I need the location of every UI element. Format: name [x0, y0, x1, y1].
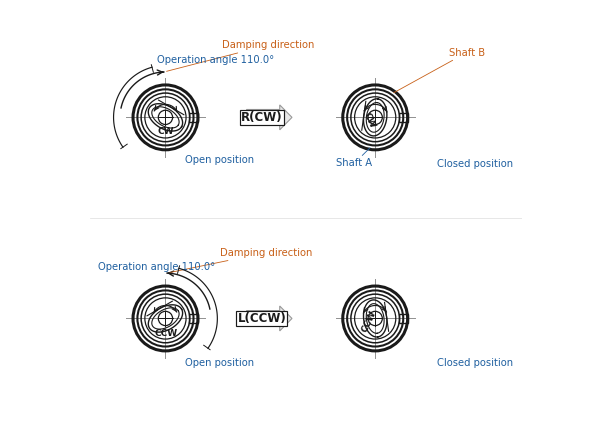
Text: CW: CW [158, 127, 174, 137]
Text: Open position: Open position [185, 155, 254, 165]
Text: CCW: CCW [360, 309, 378, 334]
Polygon shape [247, 105, 292, 130]
Text: CW: CW [362, 111, 377, 130]
Bar [190, 314, 198, 323]
Text: Damping direction: Damping direction [166, 40, 314, 71]
Text: Closed position: Closed position [438, 358, 513, 368]
Text: Open position: Open position [185, 358, 254, 368]
Text: Closed position: Closed position [438, 159, 513, 170]
Text: Damping direction: Damping direction [170, 248, 312, 272]
Text: L(CCW): L(CCW) [237, 312, 286, 325]
Text: Shaft B: Shaft B [394, 48, 485, 93]
Text: R(CW): R(CW) [241, 111, 283, 124]
Text: CCW: CCW [155, 328, 177, 338]
Polygon shape [247, 306, 292, 331]
Bar [399, 113, 408, 122]
Bar [399, 314, 408, 323]
Text: Operation angle 110.0°: Operation angle 110.0° [157, 56, 274, 66]
Bar [190, 113, 198, 122]
Text: Operation angle 110.0°: Operation angle 110.0° [97, 262, 215, 272]
Text: Shaft A: Shaft A [336, 148, 372, 168]
